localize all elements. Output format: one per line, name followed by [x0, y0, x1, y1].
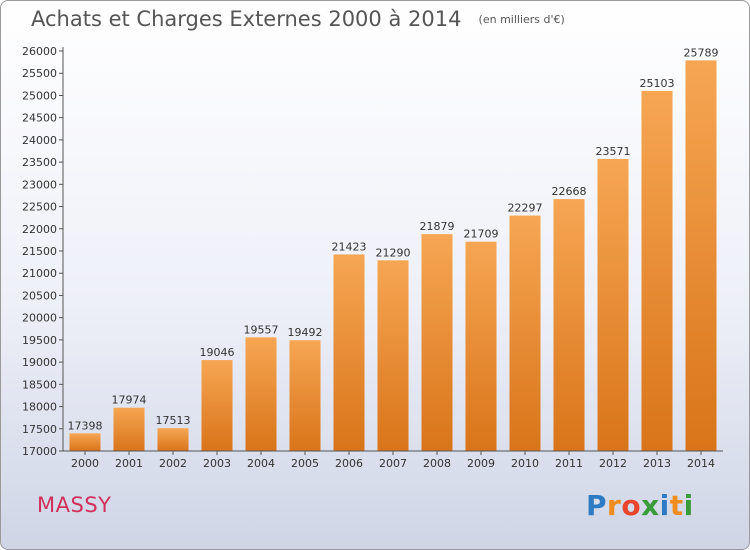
y-tick-label: 21000 [22, 267, 57, 280]
y-tick-label: 18000 [22, 401, 57, 414]
bar-2005 [289, 340, 321, 451]
y-tick-label: 24500 [22, 112, 57, 125]
x-tick-label: 2013 [643, 457, 671, 470]
bar-2004 [245, 337, 277, 451]
logo-letter: x [641, 489, 660, 522]
bar-2007 [377, 260, 409, 451]
bar-value-label: 19557 [244, 323, 279, 336]
x-tick-label: 2008 [423, 457, 451, 470]
bar-2013 [641, 90, 673, 451]
y-tick-label: 17500 [22, 423, 57, 436]
x-tick-label: 2010 [511, 457, 539, 470]
bar-2008 [421, 234, 453, 451]
bar-2000 [69, 433, 101, 451]
bar-2012 [597, 158, 629, 451]
x-tick-label: 2011 [555, 457, 583, 470]
bar-value-label: 19492 [288, 326, 323, 339]
y-tick-label: 17000 [22, 445, 57, 458]
bar-2006 [333, 254, 365, 451]
x-tick-label: 2012 [599, 457, 627, 470]
y-tick-label: 20500 [22, 289, 57, 302]
chart-subtitle: (en milliers d'€) [478, 13, 565, 26]
y-axis: 17000 17500 18000 18500 19000 19500 20000 20500… [22, 45, 64, 458]
y-tick-label: 20000 [22, 312, 57, 325]
y-tick-label: 19000 [22, 356, 57, 369]
bar-2001 [113, 407, 145, 451]
bar-value-label: 25103 [640, 77, 675, 90]
chart-title: Achats et Charges Externes 2000 à 2014 [31, 7, 462, 31]
y-tick-label: 22500 [22, 201, 57, 214]
y-tick-label: 25000 [22, 89, 57, 102]
bar-value-label: 21709 [464, 228, 499, 241]
bar-value-label: 19046 [200, 346, 235, 359]
logo-letter: o [621, 489, 642, 522]
bar-value-label: 21290 [376, 246, 411, 259]
bar-2002 [157, 428, 189, 451]
y-tick-label: 26000 [22, 45, 57, 58]
proxiti-logo: Proxiti [586, 489, 694, 522]
x-tick-label: 2009 [467, 457, 495, 470]
bar-2011 [553, 199, 585, 451]
x-tick-label: 2001 [115, 457, 143, 470]
x-tick-label: 2000 [71, 457, 99, 470]
bar-value-label: 17974 [112, 394, 147, 407]
x-tick-label: 2006 [335, 457, 363, 470]
y-tick-label: 23000 [22, 178, 57, 191]
y-tick-label: 18500 [22, 378, 57, 391]
city-label: MASSY [37, 493, 112, 517]
logo-letter: i [683, 489, 694, 522]
y-tick-label: 25500 [22, 67, 57, 80]
logo-letter: t [669, 489, 684, 522]
bar-value-label: 25789 [684, 46, 719, 59]
bar-2009 [465, 241, 497, 451]
x-axis: 2000 2001 2002 2003 2004 2005 2006 2007 2008 2009… [63, 450, 723, 470]
bar-value-label: 21423 [332, 240, 367, 253]
title-row: Achats et Charges Externes 2000 à 2014 (… [31, 7, 565, 31]
bar-value-label: 17513 [156, 414, 191, 427]
bar-2010 [509, 215, 541, 451]
x-tick-label: 2007 [379, 457, 407, 470]
x-tick-label: 2005 [291, 457, 319, 470]
x-tick-label: 2002 [159, 457, 187, 470]
bar-value-label: 23571 [596, 145, 631, 158]
bar-2003 [201, 360, 233, 451]
x-tick-label: 2003 [203, 457, 231, 470]
bar-value-label: 17398 [68, 419, 103, 432]
logo-letter: P [586, 489, 608, 522]
bar-value-label: 22297 [508, 202, 543, 215]
y-tick-label: 23500 [22, 156, 57, 169]
bar-value-label: 22668 [552, 185, 587, 198]
bar-value-label: 21879 [420, 220, 455, 233]
y-tick-label: 21500 [22, 245, 57, 258]
y-tick-label: 24000 [22, 134, 57, 147]
logo-letter: i [659, 489, 670, 522]
bars: 17398 17974 17513 19046 19557 19492 21423 21290… [68, 46, 719, 451]
x-tick-label: 2004 [247, 457, 275, 470]
logo-letter: r [607, 489, 622, 522]
y-tick-label: 19500 [22, 334, 57, 347]
y-tick-label: 22000 [22, 223, 57, 236]
x-tick-label: 2014 [687, 457, 715, 470]
bar-2014 [685, 60, 717, 451]
